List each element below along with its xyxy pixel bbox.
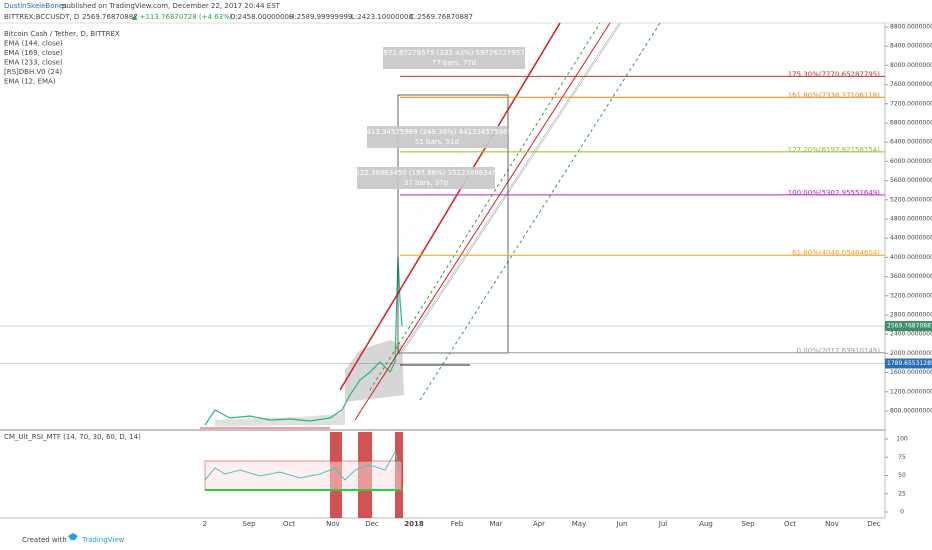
x-tick-label: Oct xyxy=(784,520,796,528)
fib-label: 175.30%(7770.65287795) xyxy=(788,70,881,78)
measure-line1: 5972.67279575 (332.43%) 597267279575 xyxy=(379,49,529,57)
price-tag-label: 2569.76870887 xyxy=(887,323,932,330)
measure-box xyxy=(383,47,525,69)
x-tick-label: May xyxy=(572,520,586,528)
price-tag xyxy=(885,358,932,369)
measure-box xyxy=(357,167,495,189)
y-tick-label: 7200.00000000 xyxy=(890,100,932,107)
legend-item: EMA (12, EMA) xyxy=(4,78,56,86)
y-tick-label: 5200.00000000 xyxy=(890,196,932,203)
legend-item: EMA (233, close) xyxy=(4,59,63,67)
x-tick-label: Nov xyxy=(326,520,340,528)
published: published on TradingView.com, December 2… xyxy=(62,2,281,10)
y2-tick-label: 75 xyxy=(898,454,906,461)
legend-item: [RS]DBH.V0 (24) xyxy=(4,68,62,76)
author[interactable]: DustinSkeleBones xyxy=(4,2,67,10)
y-tick-label: 4000.00000000 xyxy=(890,254,932,261)
y2-tick-label: 0 xyxy=(900,509,904,516)
x-tick-label: 2 xyxy=(203,520,207,528)
close: C:2569.76870887 xyxy=(410,13,473,21)
fib-label: 127.20%(6197.92158154) xyxy=(788,146,881,154)
x-tick-label: Apr xyxy=(533,520,545,528)
change: ▲ +113.76870728 (+4.63%) xyxy=(132,13,233,21)
measure-line2: 77 bars, 77d xyxy=(432,59,476,67)
legend-item: Bitcoin Cash / Tether, D, BITTREX xyxy=(4,30,120,38)
y2-tick-label: 50 xyxy=(898,472,906,479)
y-tick-label: 4800.00000000 xyxy=(890,216,932,223)
y-tick-label: 3200.00000000 xyxy=(890,292,932,299)
y-tick-label: 3600.00000000 xyxy=(890,273,932,280)
y-tick-label: 5600.00000000 xyxy=(890,177,932,184)
measure-line1: 3522.38863450 (197.86%) 352238863450 xyxy=(351,169,501,177)
fib-label: 161.80%(7336.37106118) xyxy=(788,91,881,99)
legend-item: EMA (144, close) xyxy=(4,40,63,48)
y-tick-label: 8400.00000000 xyxy=(890,43,932,50)
x-tick-label: 2018 xyxy=(404,520,424,528)
low: L:2423.10000000 xyxy=(351,13,413,21)
logo xyxy=(68,533,78,540)
x-tick-label: Mar xyxy=(489,520,502,528)
rsi-sketch xyxy=(204,432,403,518)
fib-label: 61.80%(4046.05464604) xyxy=(792,249,880,257)
y-tick-label: 7600.00000000 xyxy=(890,81,932,88)
y-tick-label: 800.00000000 xyxy=(890,408,932,415)
x-tick-label: Sep xyxy=(242,520,256,528)
high: H:2589.99999999 xyxy=(289,13,352,21)
legend-item: EMA (169, close) xyxy=(4,49,63,57)
y2-tick-label: 100 xyxy=(896,436,908,443)
x-tick-label: Aug xyxy=(699,520,713,528)
y-tick-label: 1200.00000000 xyxy=(890,388,932,395)
measure-line2: 51 bars, 51d xyxy=(415,138,459,146)
footer-text: Created with xyxy=(22,536,67,544)
indicator-title: CM_Ult_RSI_MTF (14, 70, 30, 60, D, 14) xyxy=(4,433,141,441)
x-tick-label: Dec xyxy=(867,520,881,528)
y-tick-label: 2400.00000000 xyxy=(890,331,932,338)
y2-tick-label: 25 xyxy=(898,490,906,497)
y-tick-label: 6400.00000000 xyxy=(890,139,932,146)
x-tick-label: Sep xyxy=(741,520,755,528)
fib-label: 100.00%(5302.95551649) xyxy=(788,189,881,197)
price-tag xyxy=(885,321,932,332)
x-tick-label: Jun xyxy=(616,520,628,528)
measure-line2: 37 bars, 37d xyxy=(404,179,448,187)
symbol: BITTREX:BCCUSDT, D xyxy=(4,13,79,21)
measure-box xyxy=(367,126,507,148)
y-tick-label: 8800.00000000 xyxy=(890,24,932,31)
y-tick-label: 2000.00000000 xyxy=(890,350,932,357)
open: O:2458.00000000 xyxy=(230,13,293,21)
measure-line1: 4413.34575969 (249.38%) 441334575969 xyxy=(362,128,512,136)
y-tick-label: 4400.00000000 xyxy=(890,235,932,242)
x-tick-label: Jul xyxy=(658,520,668,528)
price-tag-label: 1789.65531285 xyxy=(887,360,932,367)
y-tick-label: 8000.00000000 xyxy=(890,62,932,69)
footer-brand[interactable]: TradingView xyxy=(81,536,125,544)
x-tick-label: Nov xyxy=(825,520,839,528)
x-tick-label: Feb xyxy=(451,520,464,528)
y-tick-label: 6000.00000000 xyxy=(890,158,932,165)
y-tick-label: 6800.00000000 xyxy=(890,120,932,127)
fib-label: 0.00%(2012.63910149) xyxy=(797,347,881,355)
y-tick-label: 2800.00000000 xyxy=(890,312,932,319)
y-tick-label: 1600.00000000 xyxy=(890,369,932,376)
x-tick-label: Oct xyxy=(283,520,295,528)
last-price: 2569.76870887 xyxy=(82,13,138,21)
price-sketch xyxy=(200,21,661,429)
x-tick-label: Dec xyxy=(365,520,379,528)
